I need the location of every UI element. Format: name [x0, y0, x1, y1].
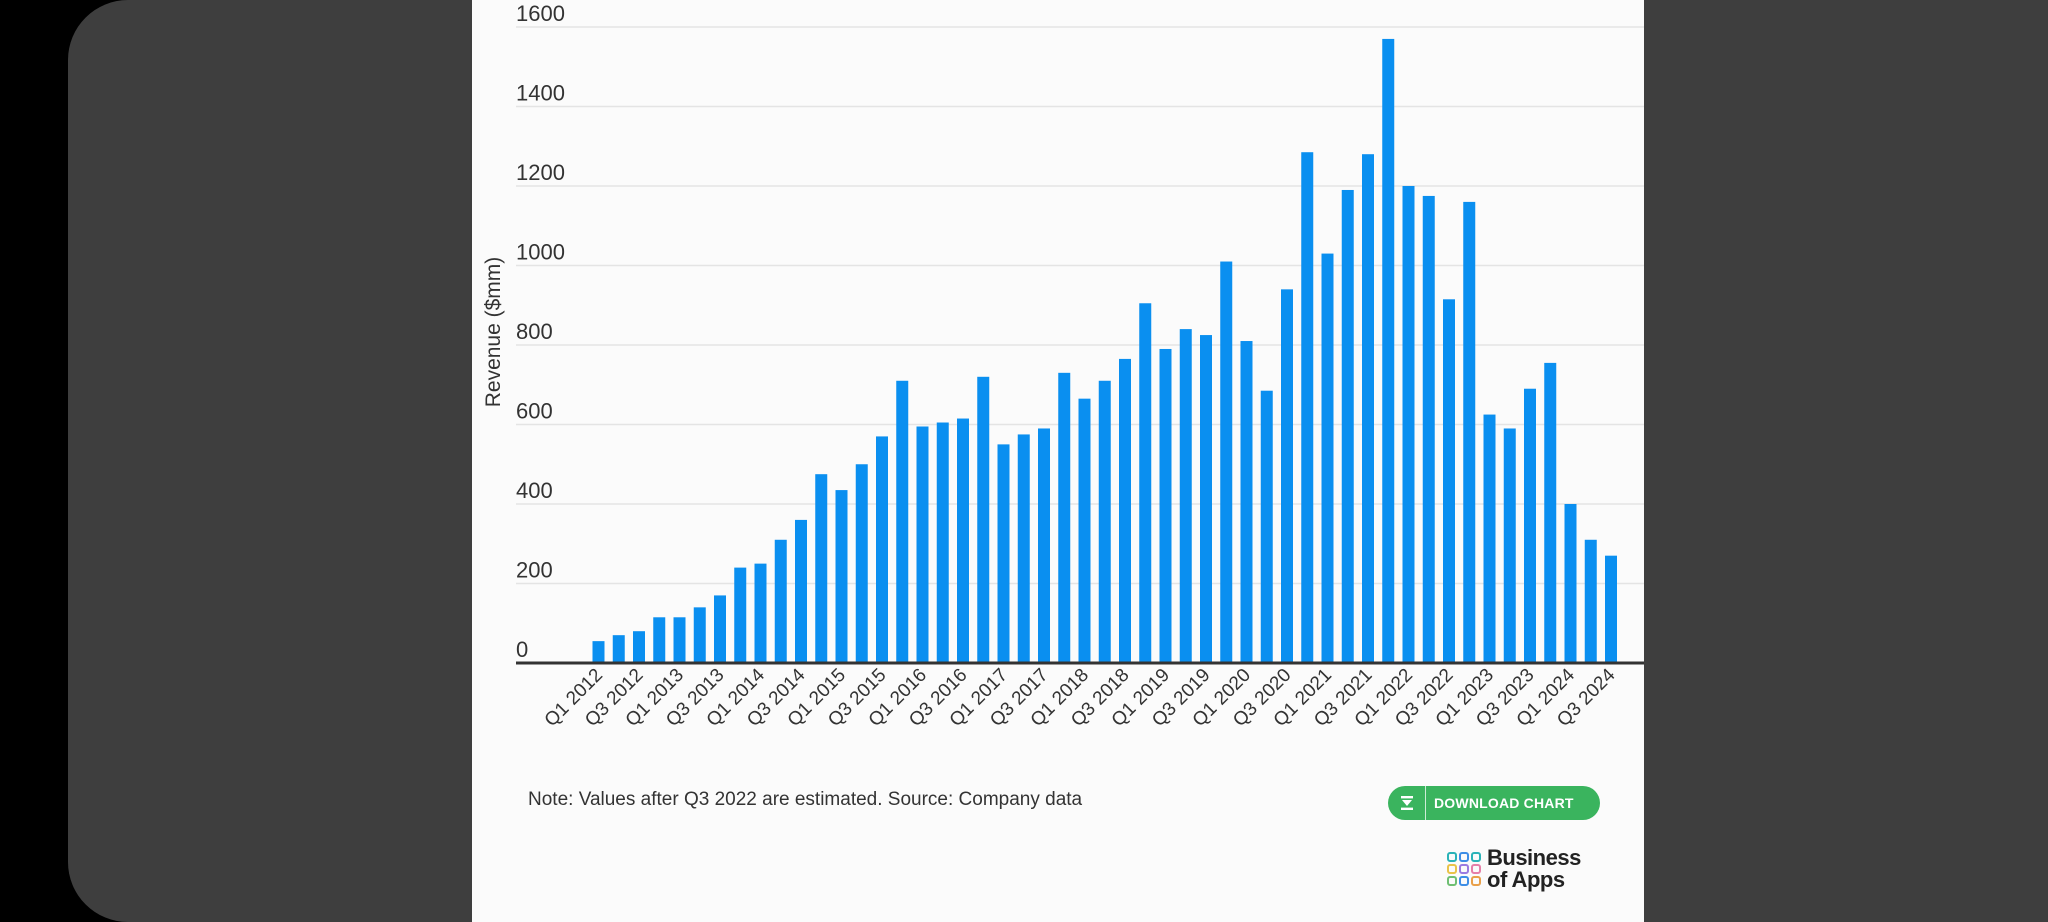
bar: [1260, 390, 1273, 663]
bar: [1321, 253, 1334, 663]
bar: [1362, 154, 1374, 663]
bar: [815, 474, 828, 663]
bar: [633, 631, 645, 663]
bar: [1179, 329, 1192, 663]
logo-square: [1459, 876, 1469, 886]
y-tick-label: 800: [516, 319, 553, 344]
bar: [673, 617, 686, 663]
logo-grid-icon: [1447, 852, 1481, 886]
logo-square: [1471, 852, 1481, 862]
y-tick-label: 600: [516, 399, 553, 424]
bar: [1463, 201, 1476, 663]
bar: [693, 607, 706, 663]
y-tick-label: 200: [516, 558, 553, 583]
y-tick-label: 1000: [516, 240, 565, 265]
bar: [1078, 398, 1091, 663]
bar-chart: 0 200 400 600 800 1000 1200 1400 1600 Q1 2012Q3 …: [482, 1, 1644, 731]
download-chart-button[interactable]: DOWNLOAD CHART: [1388, 786, 1600, 820]
bar: [1402, 186, 1415, 663]
bar: [612, 635, 625, 663]
bar: [1605, 555, 1617, 663]
bar: [916, 426, 929, 663]
logo-square: [1471, 864, 1481, 874]
bar: [754, 563, 767, 663]
bar: [997, 444, 1010, 663]
logo-square: [1447, 876, 1457, 886]
bar: [835, 490, 848, 663]
bar: [774, 539, 787, 663]
y-axis-title: Revenue ($mm): [482, 257, 505, 408]
bar: [1200, 335, 1212, 663]
bar: [1422, 195, 1435, 663]
logo-line-1: Business: [1487, 845, 1581, 870]
bar: [1038, 428, 1050, 663]
bar: [714, 595, 726, 663]
bar: [876, 436, 888, 663]
y-tick-label: 1400: [516, 81, 565, 106]
bars: [592, 38, 1617, 664]
bar: [957, 418, 969, 663]
bar: [1524, 388, 1536, 663]
bar: [855, 464, 868, 663]
bar: [1098, 380, 1111, 663]
bar: [1564, 504, 1577, 663]
bar: [1281, 289, 1293, 663]
logo-square: [1447, 852, 1457, 862]
logo-square: [1471, 876, 1481, 886]
logo-square: [1459, 852, 1469, 862]
y-tick-label: 0: [516, 637, 528, 662]
bar: [1139, 303, 1152, 663]
y-axis-tick-labels: 0 200 400 600 800 1000 1200 1400 1600: [516, 1, 565, 662]
download-icon: [1388, 786, 1426, 820]
bar: [795, 519, 807, 663]
bar: [734, 567, 747, 663]
bar: [1382, 38, 1395, 664]
bar: [592, 641, 605, 663]
bar: [1584, 539, 1597, 663]
bar: [1301, 152, 1314, 663]
bar: [936, 422, 949, 663]
download-chart-label: DOWNLOAD CHART: [1434, 795, 1574, 811]
logo-square: [1459, 864, 1469, 874]
bar: [1220, 261, 1233, 663]
business-of-apps-logo: Business of Apps: [1447, 846, 1581, 892]
bar: [1544, 362, 1557, 663]
y-tick-label: 1600: [516, 1, 565, 26]
bar: [1159, 348, 1172, 663]
bar: [1058, 372, 1071, 663]
y-tick-label: 1200: [516, 160, 565, 185]
y-tick-label: 400: [516, 478, 553, 503]
bar: [896, 380, 909, 663]
bar: [977, 376, 990, 663]
source-note: Note: Values after Q3 2022 are estimated…: [528, 789, 1083, 810]
bar: [1483, 414, 1496, 663]
bar: [1017, 434, 1030, 663]
bar: [1240, 341, 1253, 663]
logo-line-2: of Apps: [1487, 867, 1565, 892]
bar: [1443, 299, 1455, 663]
logo-square: [1447, 864, 1457, 874]
bar: [653, 617, 666, 663]
bar: [1119, 358, 1131, 663]
chart-card: 0 200 400 600 800 1000 1200 1400 1600 Q1 2012 Q3 …: [472, 0, 1644, 922]
bar: [1341, 189, 1354, 663]
bar: [1503, 428, 1516, 663]
